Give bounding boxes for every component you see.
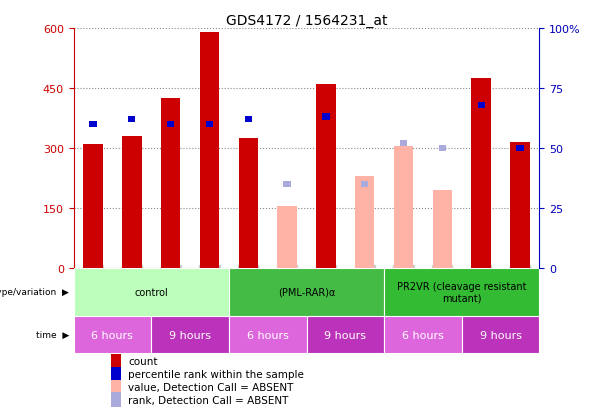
Bar (384, 268, 539, 316)
Text: 6 hours: 6 hours (402, 330, 444, 339)
Bar (361, 181, 368, 188)
Bar (89, 121, 97, 128)
Bar (394, 147, 413, 268)
Bar (238, 138, 258, 268)
Text: 9 hours: 9 hours (169, 330, 211, 339)
Bar (510, 142, 530, 268)
Bar (122, 137, 142, 268)
Bar (161, 99, 180, 268)
Bar (111, 354, 121, 368)
Bar (322, 114, 330, 121)
Bar (471, 79, 491, 268)
Text: time  ▶: time ▶ (36, 330, 69, 339)
Bar (111, 380, 121, 394)
Bar (151, 316, 229, 354)
Bar (283, 181, 291, 188)
Title: GDS4172 / 1564231_at: GDS4172 / 1564231_at (226, 14, 387, 28)
Bar (462, 316, 539, 354)
Text: percentile rank within the sample: percentile rank within the sample (128, 369, 304, 379)
Bar (200, 33, 219, 268)
Text: genotype/variation  ▶: genotype/variation ▶ (0, 287, 69, 297)
Bar (400, 140, 407, 147)
Text: value, Detection Call = ABSENT: value, Detection Call = ABSENT (128, 382, 294, 392)
Text: count: count (128, 356, 158, 366)
Bar (167, 121, 174, 128)
Bar (245, 116, 252, 123)
Bar (278, 206, 297, 268)
Text: rank, Detection Call = ABSENT: rank, Detection Call = ABSENT (128, 395, 289, 405)
Bar (316, 85, 336, 268)
Text: PR2VR (cleavage resistant
mutant): PR2VR (cleavage resistant mutant) (397, 281, 527, 303)
Text: (PML-RAR)α: (PML-RAR)α (278, 287, 335, 297)
Bar (229, 316, 306, 354)
Text: 9 hours: 9 hours (324, 330, 367, 339)
Bar (111, 392, 121, 407)
Bar (128, 116, 135, 123)
Bar (439, 145, 446, 152)
Bar (306, 316, 384, 354)
Text: 6 hours: 6 hours (91, 330, 133, 339)
Bar (111, 367, 121, 381)
Bar (433, 190, 452, 268)
Text: 9 hours: 9 hours (479, 330, 522, 339)
Bar (516, 145, 524, 152)
Text: 6 hours: 6 hours (247, 330, 289, 339)
Bar (478, 102, 485, 109)
Bar (83, 145, 103, 268)
Text: control: control (134, 287, 168, 297)
Bar (206, 121, 213, 128)
Bar (229, 268, 384, 316)
Bar (74, 316, 151, 354)
Bar (355, 176, 375, 268)
Bar (74, 268, 229, 316)
Bar (384, 316, 462, 354)
